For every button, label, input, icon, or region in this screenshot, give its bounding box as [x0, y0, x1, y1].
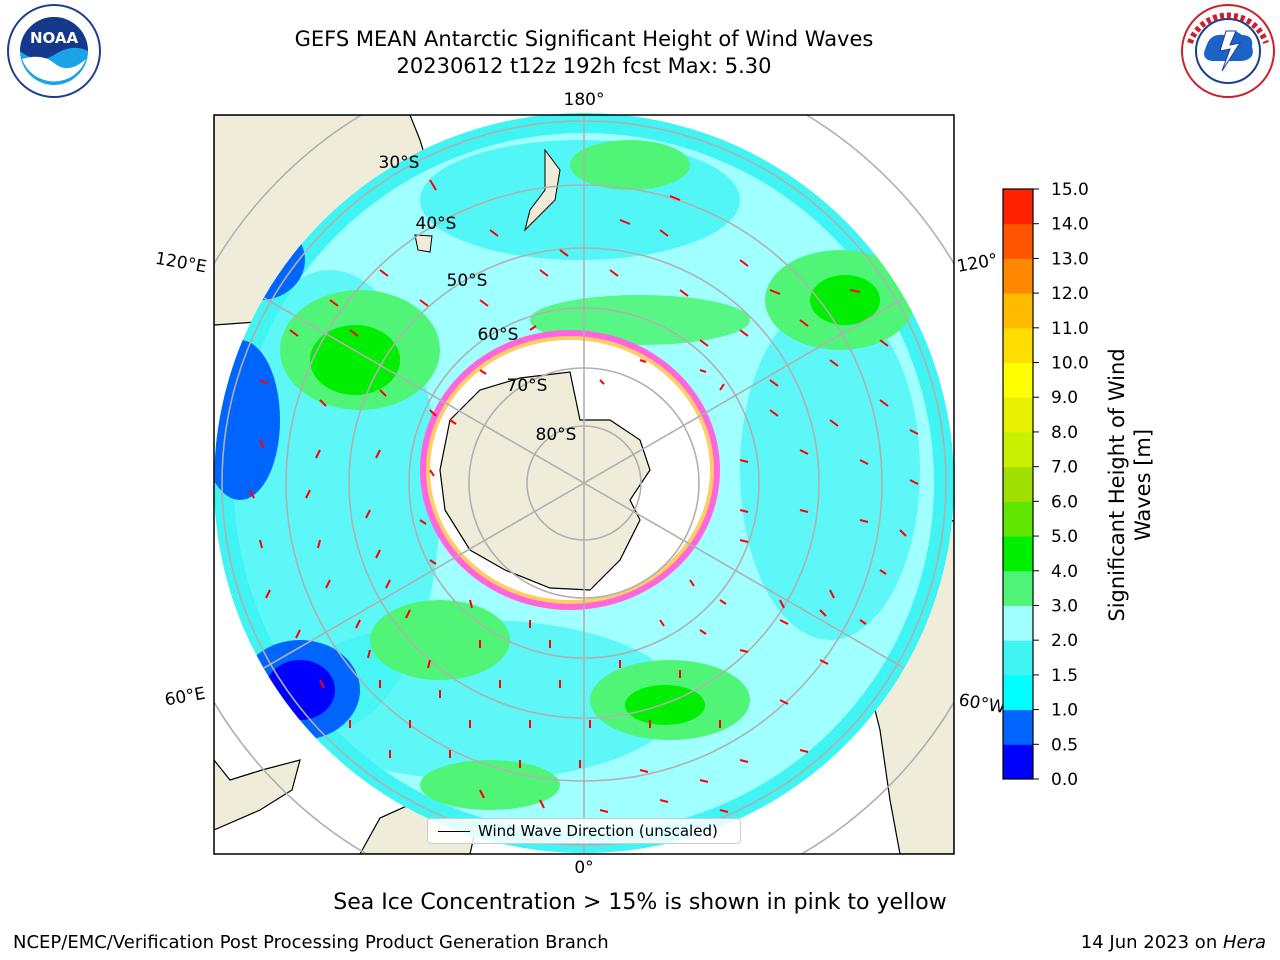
lat-label-30s: 30°S	[379, 153, 420, 173]
lat-label-70s: 70°S	[507, 376, 548, 396]
lon-label-60w: 60°W	[957, 690, 1007, 718]
colorbar-tick-label: 15.0	[1051, 180, 1089, 200]
nws-logo	[1181, 4, 1275, 98]
sea-ice-note: Sea Ice Concentration > 15% is shown in …	[333, 890, 947, 915]
lon-label-120w: 120°	[955, 250, 999, 277]
footer-date: 14 Jun 2023 on Hera	[1081, 932, 1266, 953]
colorbar-tick-label: 1.0	[1051, 701, 1078, 721]
chart-title: GEFS MEAN Antarctic Significant Height o…	[294, 27, 874, 51]
chart-subtitle: 20230612 t12z 192h fcst Max: 5.30	[396, 54, 772, 78]
colorbar-swatch	[1003, 362, 1033, 398]
colorbar-tick-label: 10.0	[1051, 354, 1089, 374]
colorbar-label-line2: Waves [m]	[1131, 429, 1155, 541]
colorbar-tick-label: 11.0	[1051, 319, 1089, 339]
colorbar-tick-label: 8.0	[1051, 423, 1078, 443]
colorbar-swatch	[1003, 570, 1033, 606]
colorbar-tick-label: 6.0	[1051, 492, 1078, 512]
map-frame	[213, 114, 955, 855]
lat-label-80s: 80°S	[536, 425, 577, 445]
colorbar-tick-label: 12.0	[1051, 284, 1089, 304]
colorbar-swatch	[1003, 293, 1033, 329]
colorbar-swatch	[1003, 327, 1033, 364]
colorbar-tick-label: 9.0	[1051, 388, 1078, 408]
lon-label-0: 0°	[574, 858, 593, 878]
colorbar-tick-label: 13.0	[1051, 249, 1089, 269]
colorbar-swatch	[1003, 674, 1033, 711]
colorbar-tick-label: 1.5	[1051, 666, 1078, 686]
colorbar-swatch	[1003, 501, 1033, 537]
lon-label-180: 180°	[564, 90, 605, 110]
colorbar-tick-label: 2.0	[1051, 631, 1078, 651]
wind-wave-arrows	[249, 179, 919, 813]
colorbar-frame	[1002, 188, 1034, 780]
lat-label-50s: 50°S	[447, 271, 488, 291]
colorbar-swatch	[1003, 744, 1033, 780]
colorbar-swatch	[1003, 709, 1033, 745]
colorbar: 0.0 0.5 1.0 1.5 2.0 3.0 4.0 5.0 6.0 7.0 8.0 9.0 10.0…	[1002, 180, 1089, 790]
map-legend: Wind Wave Direction (unscaled)	[427, 818, 741, 844]
colorbar-tick-label: 0.5	[1051, 735, 1078, 755]
lon-label-120e: 120°E	[154, 249, 208, 278]
colorbar-swatch	[1003, 189, 1033, 225]
footer-host: Hera	[1222, 932, 1266, 953]
colorbar-swatch	[1003, 466, 1033, 502]
legend-label: Wind Wave Direction (unscaled)	[478, 822, 718, 840]
lat-label-60s: 60°S	[478, 325, 519, 345]
footer-credit: NCEP/EMC/Verification Post Processing Pr…	[13, 932, 609, 953]
colorbar-swatch	[1003, 605, 1033, 641]
colorbar-tick-label: 0.0	[1051, 770, 1078, 790]
new-zealand-land	[524, 148, 561, 232]
colorbar-swatch	[1003, 258, 1033, 294]
colorbar-tick-label: 7.0	[1051, 458, 1078, 478]
noaa-logo-text: NOAA	[30, 29, 79, 47]
colorbar-label-line1: Significant Height of Wind	[1105, 348, 1129, 621]
colorbar-swatch	[1003, 431, 1033, 468]
colorbar-tick-label: 4.0	[1051, 562, 1078, 582]
colorbar-swatch	[1003, 223, 1033, 259]
legend-line-swatch	[438, 830, 470, 832]
noaa-logo: NOAA	[7, 4, 101, 98]
footer-date-text: 14 Jun 2023 on	[1080, 932, 1223, 953]
colorbar-tick-label: 3.0	[1051, 596, 1078, 616]
colorbar-swatch	[1003, 397, 1033, 433]
colorbar-tick-label: 14.0	[1051, 215, 1089, 235]
lon-label-60e: 60°E	[163, 684, 207, 711]
graticule	[214, 115, 954, 854]
tasmania-land	[414, 234, 433, 253]
colorbar-tick-label: 5.0	[1051, 527, 1078, 547]
colorbar-swatch	[1003, 640, 1033, 676]
africa-land	[214, 759, 301, 831]
colorbar-swatch	[1003, 536, 1033, 572]
lat-label-40s: 40°S	[416, 214, 457, 234]
